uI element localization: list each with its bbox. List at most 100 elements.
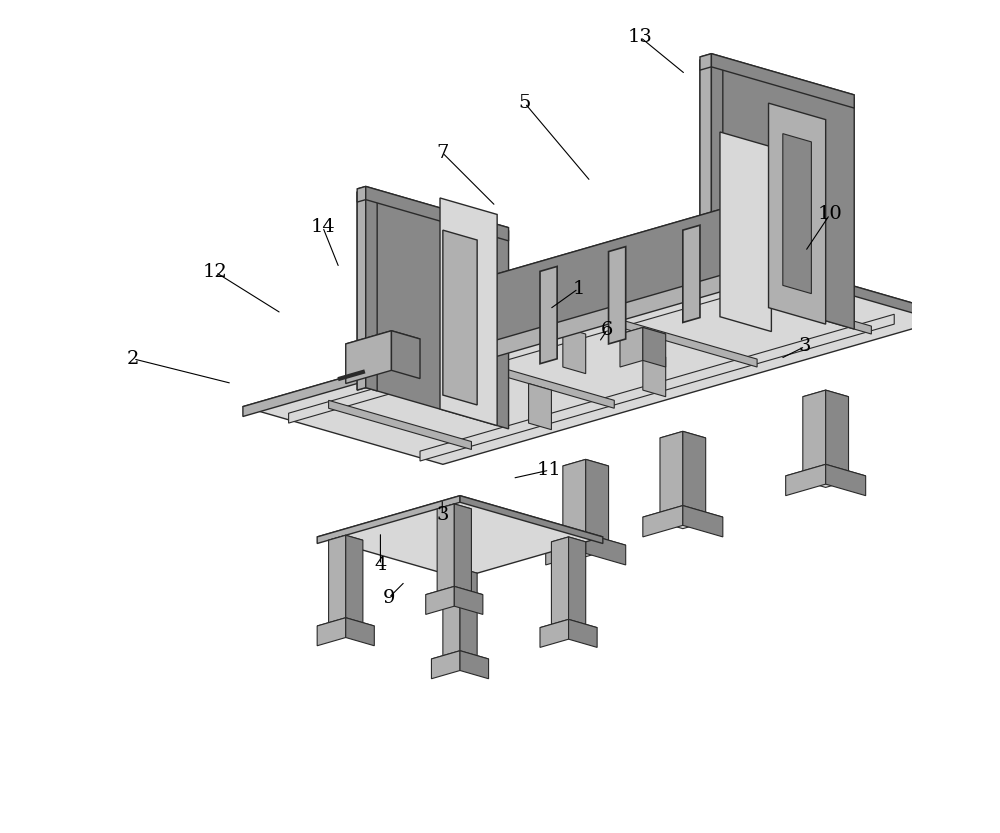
Polygon shape xyxy=(614,318,757,367)
Polygon shape xyxy=(569,620,597,647)
Text: 6: 6 xyxy=(601,321,613,339)
Text: 14: 14 xyxy=(310,217,335,236)
Polygon shape xyxy=(243,258,757,416)
Polygon shape xyxy=(346,536,363,626)
Polygon shape xyxy=(431,651,460,679)
Polygon shape xyxy=(329,401,471,450)
Polygon shape xyxy=(917,426,957,457)
Polygon shape xyxy=(529,383,551,430)
Polygon shape xyxy=(437,504,471,514)
Text: 4: 4 xyxy=(374,556,387,574)
Polygon shape xyxy=(683,506,723,537)
Polygon shape xyxy=(683,225,700,322)
Polygon shape xyxy=(711,57,723,292)
Text: 3: 3 xyxy=(799,337,811,356)
Polygon shape xyxy=(700,57,711,292)
Polygon shape xyxy=(700,53,854,98)
Polygon shape xyxy=(569,537,586,627)
Polygon shape xyxy=(317,618,346,646)
Polygon shape xyxy=(934,352,957,438)
Polygon shape xyxy=(460,496,603,543)
Polygon shape xyxy=(546,534,626,556)
Polygon shape xyxy=(997,403,1000,435)
Polygon shape xyxy=(454,586,483,615)
Polygon shape xyxy=(540,267,557,364)
Polygon shape xyxy=(420,314,894,461)
Polygon shape xyxy=(346,618,374,646)
Polygon shape xyxy=(366,190,509,429)
Polygon shape xyxy=(563,459,609,472)
Polygon shape xyxy=(317,618,374,634)
Polygon shape xyxy=(357,190,509,233)
Polygon shape xyxy=(803,390,826,476)
Polygon shape xyxy=(551,537,569,627)
Polygon shape xyxy=(391,331,420,378)
Text: 12: 12 xyxy=(203,263,228,282)
Polygon shape xyxy=(700,57,723,63)
Polygon shape xyxy=(460,568,477,659)
Polygon shape xyxy=(586,459,609,545)
Polygon shape xyxy=(443,568,477,578)
Polygon shape xyxy=(443,568,460,659)
Polygon shape xyxy=(289,277,763,423)
Polygon shape xyxy=(317,496,460,543)
Text: 10: 10 xyxy=(817,206,842,223)
Polygon shape xyxy=(563,459,586,545)
Polygon shape xyxy=(720,132,771,332)
Polygon shape xyxy=(540,620,597,636)
Polygon shape xyxy=(437,504,454,595)
Polygon shape xyxy=(460,651,489,679)
Polygon shape xyxy=(643,351,666,397)
Polygon shape xyxy=(683,431,706,517)
Text: 1: 1 xyxy=(572,280,585,297)
Polygon shape xyxy=(586,534,626,565)
Polygon shape xyxy=(660,431,706,445)
Text: 5: 5 xyxy=(519,94,531,112)
Text: 3: 3 xyxy=(436,506,449,525)
Polygon shape xyxy=(769,103,826,324)
Polygon shape xyxy=(643,506,723,529)
Polygon shape xyxy=(786,464,866,487)
Polygon shape xyxy=(443,191,786,356)
Polygon shape xyxy=(357,187,366,202)
Polygon shape xyxy=(917,426,997,450)
Polygon shape xyxy=(757,258,957,326)
Polygon shape xyxy=(454,504,471,595)
Polygon shape xyxy=(329,536,363,545)
Polygon shape xyxy=(729,285,871,334)
Polygon shape xyxy=(957,426,997,457)
Polygon shape xyxy=(711,53,854,108)
Polygon shape xyxy=(471,359,614,408)
Polygon shape xyxy=(786,464,826,496)
Polygon shape xyxy=(317,496,603,578)
Polygon shape xyxy=(700,53,711,70)
Polygon shape xyxy=(957,352,980,438)
Polygon shape xyxy=(346,331,420,352)
Polygon shape xyxy=(366,190,377,391)
Text: 13: 13 xyxy=(628,28,653,46)
Polygon shape xyxy=(826,390,849,476)
Polygon shape xyxy=(643,327,666,367)
Polygon shape xyxy=(711,57,854,329)
Polygon shape xyxy=(346,331,391,383)
Polygon shape xyxy=(357,187,509,230)
Polygon shape xyxy=(449,361,471,407)
Polygon shape xyxy=(546,534,586,565)
Polygon shape xyxy=(997,403,1000,426)
Polygon shape xyxy=(357,190,366,390)
Polygon shape xyxy=(751,206,769,302)
Polygon shape xyxy=(620,327,643,367)
Polygon shape xyxy=(660,431,683,517)
Polygon shape xyxy=(329,536,346,626)
Text: 2: 2 xyxy=(127,350,139,368)
Polygon shape xyxy=(366,187,509,241)
Polygon shape xyxy=(783,133,811,293)
Polygon shape xyxy=(471,199,814,364)
Polygon shape xyxy=(426,586,483,603)
Polygon shape xyxy=(551,537,586,546)
Polygon shape xyxy=(700,57,854,102)
Polygon shape xyxy=(540,620,569,647)
Polygon shape xyxy=(357,190,366,390)
Polygon shape xyxy=(443,191,814,297)
Text: 9: 9 xyxy=(382,589,395,607)
